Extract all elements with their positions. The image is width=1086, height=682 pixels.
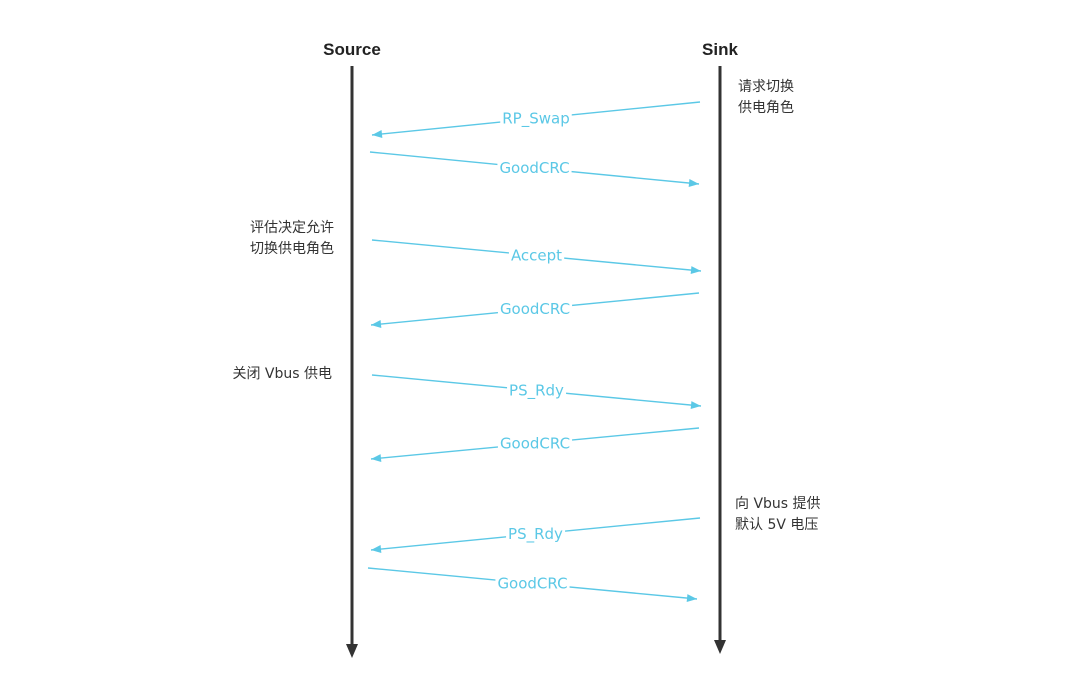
message-label-background	[497, 434, 573, 453]
message-label-background	[500, 109, 572, 129]
message-arrowhead	[371, 454, 382, 463]
message-label: PS_Rdy	[508, 525, 563, 544]
message-1: RP_Swap	[371, 101, 701, 138]
message-label-background	[506, 525, 566, 544]
participant-sink-label: Sink	[702, 40, 738, 59]
message-label-background	[495, 574, 570, 593]
message-arrowhead	[372, 130, 383, 138]
message-arrowhead	[686, 594, 697, 603]
message-2: GoodCRC	[369, 151, 700, 188]
message-label-background	[507, 381, 567, 401]
message-label: GoodCRC	[500, 300, 570, 318]
note-source-evaluate: 评估决定允许 切换供电角色	[250, 220, 334, 257]
message-arrowhead	[371, 320, 382, 329]
note-source-vbus-off: 关闭 Vbus 供电	[232, 366, 332, 382]
message-arrowhead	[690, 266, 701, 275]
note-sink-vbus-on: 向 Vbus 提供 默认 5V 电压	[735, 496, 821, 533]
message-label-background	[508, 246, 565, 265]
messages-layer: RP_Swap GoodCRC Accept GoodCRC PS_Rdy GoodCRC…	[367, 101, 702, 603]
message-label: PS_Rdy	[509, 382, 564, 401]
message-7: PS_Rdy	[370, 517, 701, 554]
message-label-background	[497, 300, 573, 318]
message-3: Accept	[371, 239, 702, 275]
message-arrowhead	[688, 179, 699, 188]
message-6: GoodCRC	[370, 427, 700, 463]
message-5: PS_Rdy	[371, 374, 702, 410]
source-lifeline-arrowhead	[346, 644, 358, 658]
message-label: GoodCRC	[497, 575, 567, 593]
message-arrowhead	[371, 545, 382, 554]
message-8: GoodCRC	[367, 567, 698, 603]
message-label: Accept	[511, 247, 562, 265]
participant-source-label: Source	[323, 40, 381, 59]
message-label-background	[497, 159, 572, 177]
note-sink-request: 请求切换 供电角色	[738, 79, 794, 116]
message-label: GoodCRC	[500, 435, 570, 453]
sink-lifeline-arrowhead	[714, 640, 726, 654]
message-label: RP_Swap	[502, 110, 569, 129]
message-4: GoodCRC	[370, 292, 700, 329]
message-arrowhead	[690, 401, 701, 410]
message-label: GoodCRC	[499, 159, 569, 177]
